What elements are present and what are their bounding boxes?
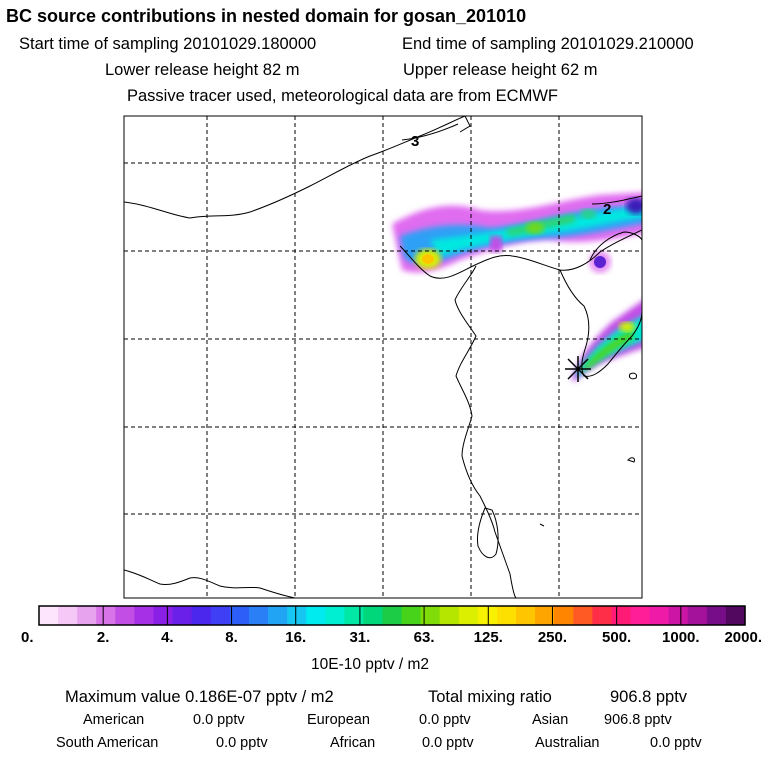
- colorbar-tick-label: 2.: [97, 629, 110, 646]
- start-time-label: Start time of sampling 20101029.180000: [19, 35, 317, 53]
- colorbar-tick-label: 125.: [474, 629, 503, 646]
- colorbar-cell: [172, 606, 193, 625]
- concentration-field: [392, 192, 642, 382]
- colorbar-cell: [554, 606, 574, 625]
- colorbar-tick-label: 2000.: [724, 629, 762, 646]
- lower-release-height: Lower release height 82 m: [105, 61, 300, 79]
- receptor-marker-icon: [565, 356, 591, 382]
- plot-title: BC source contributions in nested domain…: [6, 6, 527, 26]
- region-value: 0.0 pptv: [422, 735, 474, 751]
- colorbar-tick-label: 31.: [349, 629, 370, 646]
- upper-release-height: Upper release height 62 m: [403, 61, 598, 79]
- region-name: African: [330, 735, 376, 751]
- contour-label-3: 3: [411, 133, 419, 150]
- colorbar-cell: [58, 606, 78, 625]
- colorbar-cell: [496, 606, 517, 625]
- colorbar-cell: [382, 606, 403, 625]
- total-mixing-ratio-value: 906.8 pptv: [610, 688, 688, 706]
- colorbar-cell: [420, 606, 441, 625]
- colorbar-tick-label: 16.: [285, 629, 306, 646]
- colorbar-cell: [191, 606, 212, 625]
- colorbar-cell: [439, 606, 460, 625]
- colorbar-cell: [649, 606, 670, 625]
- region-value: 0.0 pptv: [650, 735, 702, 751]
- colorbar-cell: [725, 606, 746, 625]
- colorbar-cell: [325, 606, 345, 625]
- end-time-label: End time of sampling 20101029.210000: [402, 35, 694, 53]
- colorbar-cell: [477, 606, 498, 625]
- colorbar-cell: [611, 606, 632, 625]
- colorbar-cell: [458, 606, 479, 625]
- maximum-value: Maximum value 0.186E-07 pptv / m2: [65, 688, 334, 706]
- tracer-note: Passive tracer used, meteorological data…: [127, 87, 558, 105]
- region-name: South American: [56, 735, 159, 751]
- colorbar-cell: [306, 606, 326, 625]
- colorbar-cell: [96, 606, 116, 625]
- region-value: 906.8 pptv: [604, 712, 672, 728]
- colorbar-tick-label: 250.: [538, 629, 567, 646]
- colorbar-cell: [668, 606, 689, 625]
- region-value: 0.0 pptv: [193, 712, 245, 728]
- region-name: European: [307, 712, 370, 728]
- colorbar-tick-label: 4.: [161, 629, 174, 646]
- region-name: Asian: [532, 712, 569, 728]
- lat-lon-grid: [124, 116, 642, 598]
- region-value: 0.0 pptv: [216, 735, 268, 751]
- colorbar-cell: [115, 606, 136, 625]
- colorbar-cell: [592, 606, 613, 625]
- colorbar-cell: [267, 606, 288, 625]
- total-mixing-ratio-label: Total mixing ratio: [428, 688, 552, 706]
- colorbar-cell: [516, 606, 536, 625]
- region-value: 0.0 pptv: [419, 712, 471, 728]
- colorbar-cell: [630, 606, 651, 625]
- colorbar-cell: [39, 606, 59, 625]
- colorbar-cell: [229, 606, 250, 625]
- colorbar-tick-label: 8.: [225, 629, 238, 646]
- colorbar-cell: [573, 606, 593, 625]
- colorbar-cell: [248, 606, 269, 625]
- colorbar-tick-label: 1000.: [662, 629, 700, 646]
- map-frame: [123, 115, 643, 599]
- colorbar-cell: [535, 606, 555, 625]
- colorbar-cell: [363, 606, 384, 625]
- colorbar-tick-label: 500.: [602, 629, 631, 646]
- colorbar-tick-label: 0.: [21, 629, 34, 646]
- colorbar-cell: [344, 606, 364, 625]
- colorbar-cell: [401, 606, 422, 625]
- contour-label-2: 2: [603, 201, 611, 218]
- colorbar-cell: [210, 606, 231, 625]
- colorbar-cell: [287, 606, 307, 625]
- colorbar-cell: [134, 606, 155, 625]
- colorbar-unit-label: 10E-10 pptv / m2: [311, 656, 430, 673]
- colorbar-tick-label: 63.: [414, 629, 435, 646]
- region-name: American: [83, 712, 145, 728]
- colorbar-cell: [687, 606, 708, 625]
- colorbar-cell: [153, 606, 174, 625]
- region-name: Australian: [535, 735, 600, 751]
- colorbar-cell: [706, 606, 727, 625]
- colorbar-cell: [77, 606, 97, 625]
- contour-lines: [401, 123, 642, 205]
